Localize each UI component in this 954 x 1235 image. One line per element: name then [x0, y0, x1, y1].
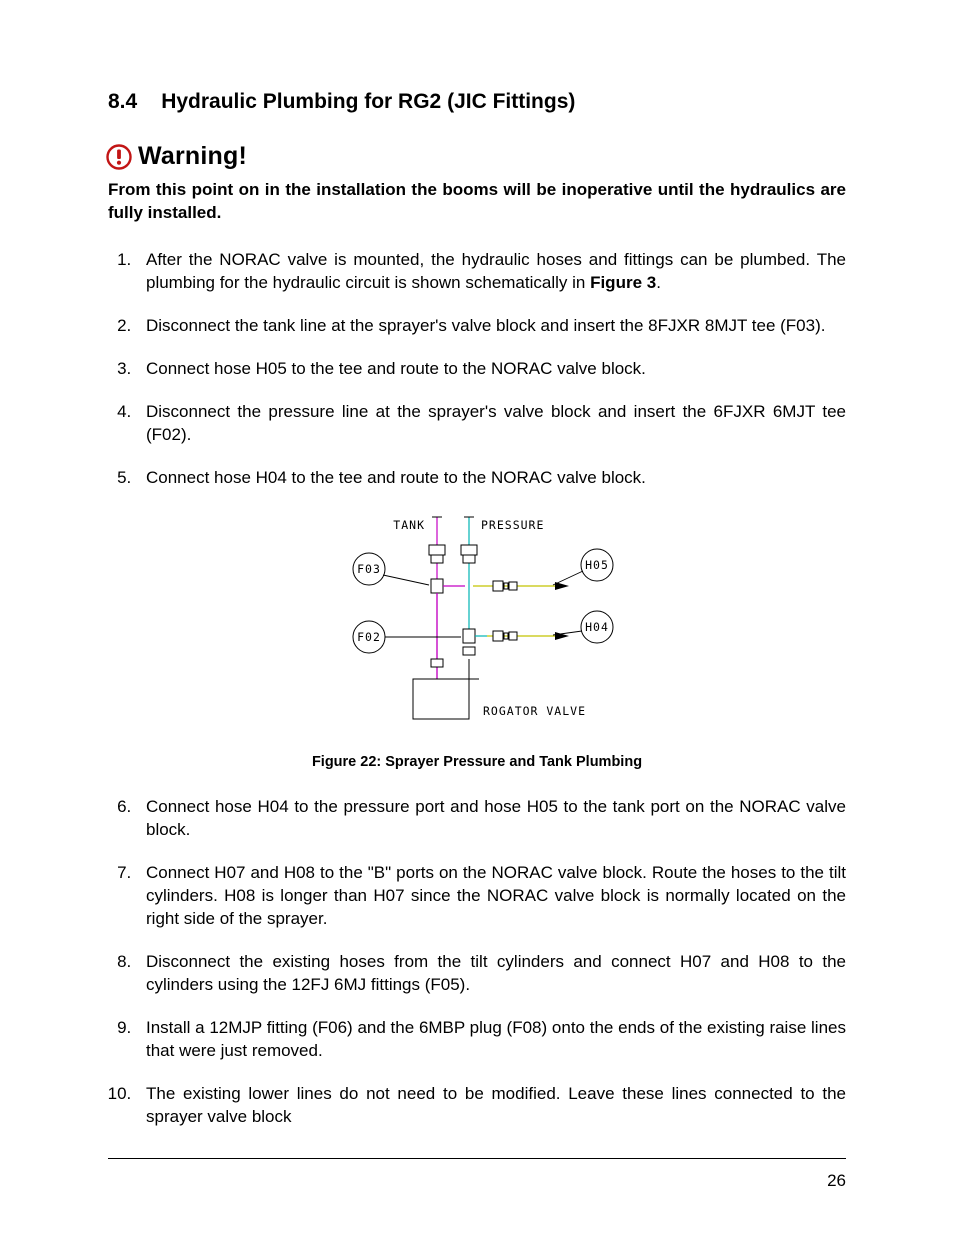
step-item: Install a 12MJP fitting (F06) and the 6M… [136, 1017, 846, 1063]
label-h05: H05 [585, 558, 609, 572]
step-list: After the NORAC valve is mounted, the hy… [108, 249, 846, 490]
page-number: 26 [827, 1171, 846, 1191]
figure-caption: Figure 22: Sprayer Pressure and Tank Plu… [108, 754, 846, 770]
warning-paragraph: From this point on in the installation t… [108, 179, 846, 225]
label-rogator: ROGATOR VALVE [483, 704, 586, 718]
step-item: Disconnect the existing hoses from the t… [136, 951, 846, 997]
section-heading: 8.4 Hydraulic Plumbing for RG2 (JIC Fitti… [108, 90, 846, 114]
step-item: Connect hose H05 to the tee and route to… [136, 358, 846, 381]
step-item: After the NORAC valve is mounted, the hy… [136, 249, 846, 295]
label-pressure: PRESSURE [481, 518, 544, 532]
warning-label: Warning! [138, 142, 247, 171]
step-item: Connect H07 and H08 to the "B" ports on … [136, 862, 846, 931]
step-item: Disconnect the pressure line at the spra… [136, 401, 846, 447]
warning-icon [106, 144, 132, 170]
figure: TANK PRESSURE ROGATOR VALVE [108, 509, 846, 770]
section-title: Hydraulic Plumbing for RG2 (JIC Fittings… [161, 90, 575, 113]
footer-rule [108, 1158, 846, 1159]
label-f02: F02 [357, 630, 381, 644]
step-item: Connect hose H04 to the tee and route to… [136, 467, 846, 490]
label-tank: TANK [393, 518, 425, 532]
plumbing-diagram: TANK PRESSURE ROGATOR VALVE [297, 509, 657, 739]
step-list-continued: Connect hose H04 to the pressure port an… [108, 796, 846, 1128]
label-h04: H04 [585, 620, 609, 634]
step-item: Disconnect the tank line at the sprayer'… [136, 315, 846, 338]
section-number: 8.4 [108, 90, 137, 114]
warning-callout: Warning! [106, 142, 846, 171]
step-item: Connect hose H04 to the pressure port an… [136, 796, 846, 842]
step-item: The existing lower lines do not need to … [136, 1083, 846, 1129]
label-f03: F03 [357, 562, 381, 576]
